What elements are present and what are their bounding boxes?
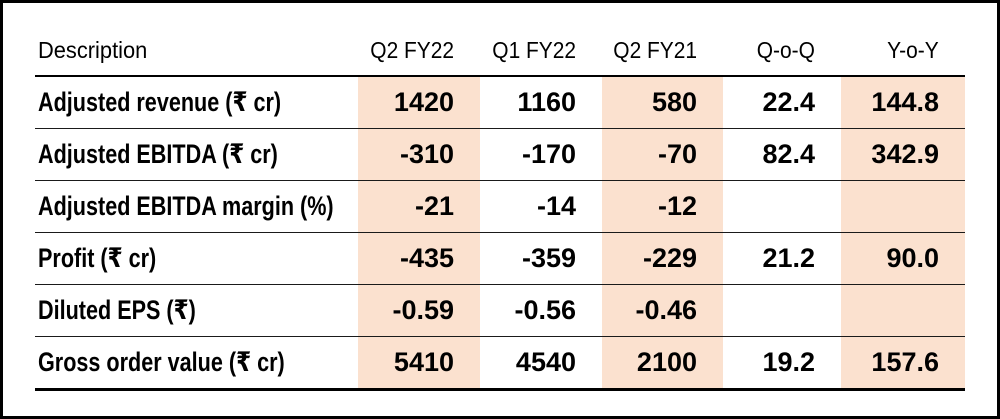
cell-yoy (841, 284, 965, 337)
column-header-q1-fy22: Q1 FY22 (480, 27, 602, 77)
table-row-adjusted-ebitda-margin: Adjusted EBITDA margin (%) -21 -14 -12 (35, 180, 965, 233)
cell-q2-fy22: -21 (358, 180, 480, 233)
cell-yoy: 90.0 (841, 232, 965, 285)
row-label: Profit (₹ cr) (35, 232, 358, 285)
cell-qoq (723, 180, 841, 233)
table-row-adjusted-ebitda: Adjusted EBITDA (₹ cr) -310 -170 -70 82.… (35, 128, 965, 181)
cell-q2-fy22: -0.59 (358, 284, 480, 337)
cell-q2-fy21: 580 (602, 76, 723, 129)
column-header-label: Q2 FY21 (613, 36, 697, 63)
row-label: Adjusted EBITDA margin (%) (35, 180, 358, 233)
cell-q2-fy21: -0.46 (602, 284, 723, 337)
column-header-label: Q2 FY22 (370, 36, 454, 63)
cell-q1-fy22: -14 (480, 180, 602, 233)
cell-q2-fy22: -435 (358, 232, 480, 285)
cell-yoy (841, 180, 965, 233)
cell-q1-fy22: -0.56 (480, 284, 602, 337)
column-header-yoy: Y-o-Y (841, 27, 965, 77)
cell-q1-fy22: -359 (480, 232, 602, 285)
column-header-q2-fy21: Q2 FY21 (602, 27, 723, 77)
row-label: Adjusted EBITDA (₹ cr) (35, 128, 358, 181)
table-row-diluted-eps: Diluted EPS (₹) -0.59 -0.56 -0.46 (35, 284, 965, 337)
row-label: Diluted EPS (₹) (35, 284, 358, 337)
column-header-description: Description (35, 27, 358, 77)
cell-qoq: 21.2 (723, 232, 841, 285)
column-header-label: Y-o-Y (887, 36, 939, 63)
table-row-profit: Profit (₹ cr) -435 -359 -229 21.2 90.0 (35, 232, 965, 285)
cell-q2-fy22: -310 (358, 128, 480, 181)
row-label: Adjusted revenue (₹ cr) (35, 76, 358, 129)
financial-results-table: Description Q2 FY22 Q1 FY22 Q2 FY21 Q-o-… (35, 27, 965, 391)
column-header-label: Q-o-Q (756, 36, 815, 63)
cell-yoy: 342.9 (841, 128, 965, 181)
cell-q1-fy22: 1160 (480, 76, 602, 129)
table-row-adjusted-revenue: Adjusted revenue (₹ cr) 1420 1160 580 22… (35, 76, 965, 129)
column-header-qoq: Q-o-Q (723, 27, 841, 77)
cell-q1-fy22: 4540 (480, 336, 602, 391)
cell-qoq: 82.4 (723, 128, 841, 181)
cell-qoq: 22.4 (723, 76, 841, 129)
cell-q2-fy22: 1420 (358, 76, 480, 129)
cell-yoy: 144.8 (841, 76, 965, 129)
cell-q2-fy21: 2100 (602, 336, 723, 391)
cell-q2-fy21: -12 (602, 180, 723, 233)
cell-qoq: 19.2 (723, 336, 841, 391)
column-header-label: Q1 FY22 (492, 36, 576, 63)
cell-qoq (723, 284, 841, 337)
column-header-q2-fy22: Q2 FY22 (358, 27, 480, 77)
column-header-label: Description (38, 36, 148, 63)
header-row: Description Q2 FY22 Q1 FY22 Q2 FY21 Q-o-… (35, 27, 965, 77)
table-row-gross-order-value: Gross order value (₹ cr) 5410 4540 2100 … (35, 336, 965, 391)
cell-q1-fy22: -170 (480, 128, 602, 181)
cell-q2-fy21: -229 (602, 232, 723, 285)
cell-q2-fy21: -70 (602, 128, 723, 181)
row-label: Gross order value (₹ cr) (35, 336, 358, 391)
cell-q2-fy22: 5410 (358, 336, 480, 391)
cell-yoy: 157.6 (841, 336, 965, 391)
